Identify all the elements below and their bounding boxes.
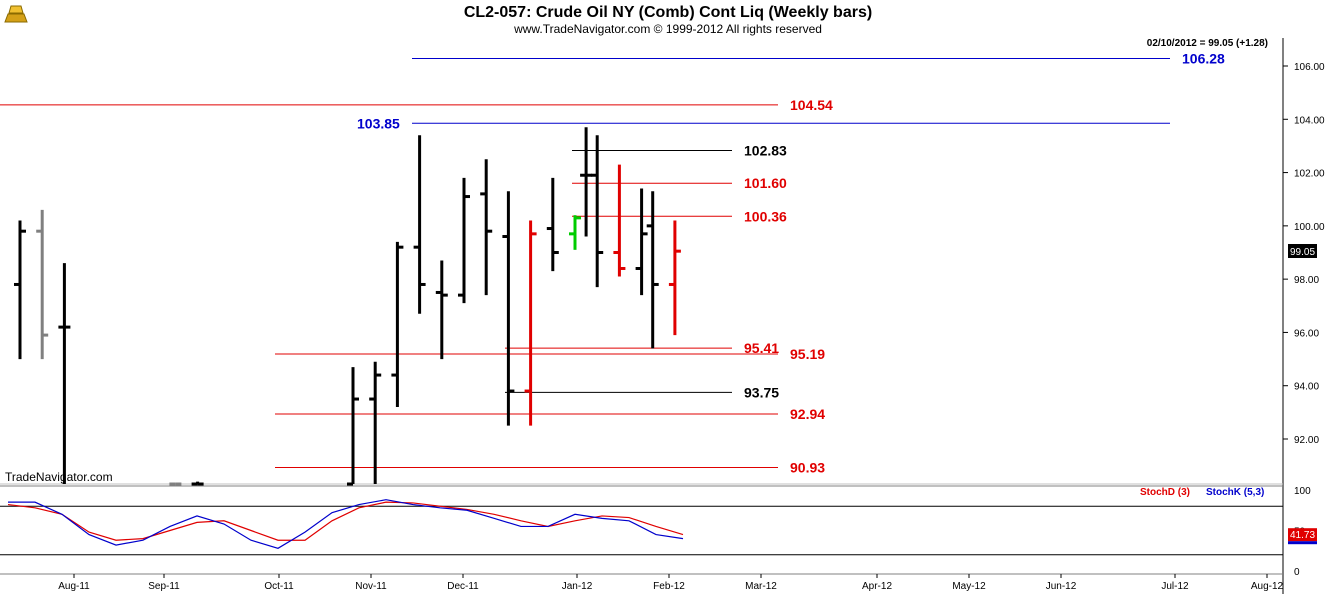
time-tick-label: Apr-12: [862, 581, 892, 592]
stoch-tick-label: 0: [1294, 567, 1300, 578]
price-tick-label: 92.00: [1294, 435, 1319, 446]
stoch-k-legend: StochK (5,3): [1206, 487, 1264, 498]
last-price-label: 99.05: [1290, 247, 1315, 258]
stoch-d-tag: [1288, 541, 1317, 545]
price-bar: [646, 191, 659, 349]
price-tick-label: 106.00: [1294, 62, 1325, 73]
level-label: 100.36: [744, 208, 787, 224]
price-bar: [480, 159, 493, 296]
price-bar: [569, 215, 581, 250]
stoch-k-line: [8, 499, 684, 549]
level-lines: 106.28 104.54 103.85 102.83 101.60 100.36 95.4…: [0, 51, 1225, 476]
price-bar: [14, 220, 26, 360]
time-tick-label: Feb-12: [653, 581, 685, 592]
level-label: 101.60: [744, 175, 787, 191]
time-tick-label: Mar-12: [745, 581, 777, 592]
price-tick-label: 104.00: [1294, 115, 1325, 126]
level-label: 90.93: [790, 460, 825, 476]
time-tick-label: Dec-11: [447, 581, 479, 592]
time-axis: Aug-11 Sep-11 Oct-11 Nov-11 Dec-11 Jan-12 Feb-…: [0, 573, 1284, 592]
price-bar: [502, 191, 515, 426]
stoch-d-line: [7, 501, 684, 541]
price-bar: [369, 361, 382, 484]
level-label: 93.75: [744, 384, 779, 400]
time-tick-label: Jun-12: [1046, 581, 1077, 592]
stoch-k-tag: [1288, 528, 1317, 542]
level-label: 95.19: [790, 346, 825, 362]
gold-bars-icon: [4, 13, 28, 23]
price-bar: [524, 220, 537, 426]
stoch-d-legend: StochD (3): [1140, 487, 1190, 498]
price-tick-label: 98.00: [1294, 275, 1319, 286]
last-price-tag: 99.05: [1288, 244, 1317, 258]
level-label: 92.94: [790, 406, 825, 422]
price-bar: [58, 263, 71, 484]
price-bar: [613, 164, 626, 277]
price-tick-label: 100.00: [1294, 222, 1325, 233]
copyright-text: www.TradeNavigator.com © 1999-2012 All r…: [513, 22, 822, 36]
price-tick-label: 96.00: [1294, 328, 1319, 339]
time-tick-label: Sep-11: [148, 581, 180, 592]
price-bar: [191, 481, 204, 486]
level-label: 103.85: [357, 115, 400, 131]
time-tick-label: Nov-11: [355, 581, 387, 592]
price-bar: [435, 260, 448, 360]
price-readout: 02/10/2012 = 99.05 (+1.28): [1147, 38, 1268, 49]
time-tick-label: Oct-11: [264, 581, 294, 592]
price-bar: [580, 127, 593, 237]
time-tick-label: Jul-12: [1161, 581, 1189, 592]
price-bar: [413, 135, 426, 314]
price-tick-label: 102.00: [1294, 169, 1325, 180]
stochastic-panel: 10050041.73: [0, 486, 1317, 578]
price-bar: [546, 177, 559, 272]
price-bar: [36, 209, 49, 360]
price-axis: 106.00 104.00 102.00 100.00 98.00 96.00 94.00 9…: [1283, 62, 1325, 446]
watermark-text: TradeNavigator.com: [5, 470, 113, 484]
price-tick-label: 94.00: [1294, 382, 1319, 393]
time-tick-label: May-12: [952, 581, 986, 592]
level-label: 102.83: [744, 142, 787, 158]
ohlc-bars: [14, 127, 681, 486]
time-tick-label: Jan-12: [562, 581, 593, 592]
level-label: 95.41: [744, 340, 779, 356]
level-label: 104.54: [790, 97, 833, 113]
stoch-k-value: 41.73: [1290, 530, 1315, 541]
chart-title: CL2-057: Crude Oil NY (Comb) Cont Liq (W…: [464, 4, 872, 21]
logo: [4, 4, 28, 24]
price-bar: [347, 367, 359, 486]
price-bar: [458, 177, 470, 304]
stoch-tick-label: 100: [1294, 486, 1311, 497]
price-bar: [635, 188, 648, 296]
time-tick-label: Aug-11: [58, 581, 90, 592]
price-bar: [668, 220, 681, 336]
price-bar: [391, 241, 404, 408]
price-bar: [591, 135, 604, 288]
level-label: 106.28: [1182, 51, 1225, 67]
time-tick-label: Aug-12: [1251, 581, 1284, 592]
